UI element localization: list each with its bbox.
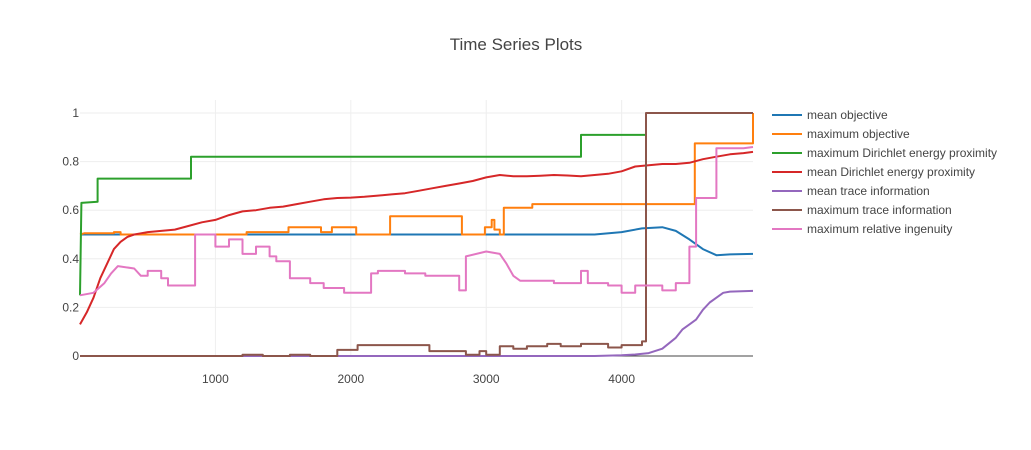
legend-label: maximum relative ingenuity — [807, 222, 952, 236]
legend-item[interactable]: maximum trace information — [772, 203, 952, 217]
y-tick-label: 0.6 — [62, 203, 79, 217]
x-gridlines — [214, 100, 623, 356]
y-tick-label: 1 — [72, 106, 79, 120]
legend-item[interactable]: maximum relative ingenuity — [772, 222, 952, 236]
x-tick-label: 1000 — [202, 372, 229, 386]
legend-label: maximum Dirichlet energy proximity — [807, 146, 997, 160]
series-line-maximum-objective — [79, 113, 754, 236]
series-line-mean-objective — [80, 226, 754, 257]
legend-item[interactable]: mean trace information — [772, 184, 930, 198]
plot-area — [79, 112, 754, 357]
y-axis: 0 0.2 0.4 0.6 0.8 1 — [62, 106, 79, 363]
y-tick-label: 0.2 — [62, 300, 79, 314]
legend-label: mean trace information — [807, 184, 930, 198]
legend-label: maximum objective — [807, 127, 910, 141]
legend-label: maximum trace information — [807, 203, 952, 217]
legend-item[interactable]: mean objective — [772, 108, 888, 122]
legend[interactable]: mean objective maximum objective maximum D… — [772, 108, 997, 236]
legend-item[interactable]: maximum objective — [772, 127, 910, 141]
legend-label: mean objective — [807, 108, 888, 122]
legend-item[interactable]: mean Dirichlet energy proximity — [772, 165, 975, 179]
series-line-maximum-relative-ingenuity — [79, 146, 754, 297]
x-tick-label: 4000 — [608, 372, 635, 386]
chart-title: Time Series Plots — [450, 35, 583, 54]
series-line-maximum-dirichlet-energy-proximity — [79, 133, 646, 296]
legend-item[interactable]: maximum Dirichlet energy proximity — [772, 146, 997, 160]
series-line-mean-dirichlet-energy-proximity — [79, 150, 754, 325]
series-line-mean-trace-information — [80, 289, 754, 357]
legend-label: mean Dirichlet energy proximity — [807, 165, 975, 179]
x-tick-label: 3000 — [473, 372, 500, 386]
y-tick-label: 0.4 — [62, 252, 79, 266]
y-tick-label: 0.8 — [62, 155, 79, 169]
series-line-maximum-trace-information — [80, 112, 753, 357]
x-tick-label: 2000 — [337, 372, 364, 386]
y-tick-label: 0 — [72, 349, 79, 363]
x-axis: 1000 2000 3000 4000 — [202, 372, 635, 386]
